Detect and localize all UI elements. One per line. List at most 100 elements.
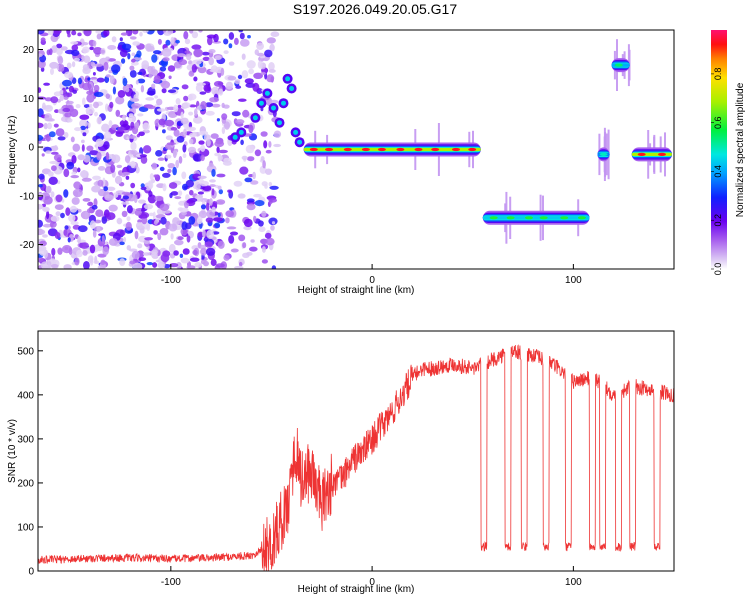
noise-blob [246, 198, 255, 203]
noise-blob [153, 220, 158, 226]
ridge-hotspot [489, 216, 498, 220]
noise-blob [134, 209, 142, 216]
noise-blob [205, 217, 214, 223]
noise-blob [61, 245, 72, 254]
noise-blob [64, 225, 69, 230]
noise-blob [234, 265, 244, 269]
noise-blob [142, 145, 152, 154]
noise-blob [108, 120, 113, 128]
noise-blob [101, 235, 105, 244]
noise-blob [254, 49, 259, 56]
noise-blob [130, 149, 138, 155]
noise-blob [89, 220, 96, 230]
noise-blob [205, 247, 216, 256]
noise-blob [175, 98, 181, 105]
noise-blob [248, 124, 254, 134]
noise-blob [177, 236, 184, 241]
noise-blob [227, 189, 233, 193]
noise-blob [64, 71, 73, 79]
noise-blob [199, 180, 209, 187]
y-tick-label: 100 [17, 522, 34, 533]
noise-blob [148, 72, 153, 79]
noise-blob [148, 180, 155, 184]
noise-blob [72, 188, 83, 198]
noise-blob [172, 149, 177, 159]
noise-blob [256, 42, 264, 50]
noise-blob [70, 221, 79, 226]
noise-blob [192, 153, 203, 162]
noise-blob [95, 30, 102, 34]
noise-blob [184, 38, 191, 45]
noise-blob [181, 221, 188, 231]
noise-blob [129, 248, 138, 252]
noise-blob [198, 194, 204, 199]
noise-blob [159, 228, 169, 236]
noise-blob [268, 62, 275, 71]
noise-blob [173, 104, 179, 113]
noise-blob [137, 71, 143, 75]
noise-blob [193, 76, 198, 82]
transition-blob-core [258, 100, 264, 106]
noise-blob [112, 86, 116, 95]
spectrogram-marks [38, 30, 672, 269]
noise-blob [235, 119, 245, 125]
noise-blob [233, 180, 243, 187]
noise-blob [263, 140, 268, 149]
noise-blob [72, 143, 81, 152]
noise-blob [258, 226, 266, 233]
noise-blob [265, 237, 275, 246]
noise-blob [137, 113, 144, 117]
noise-blob [107, 45, 117, 50]
noise-blob [165, 154, 172, 159]
noise-blob [218, 149, 228, 154]
noise-blob [71, 49, 80, 57]
noise-blob [200, 247, 207, 256]
noise-blob [268, 141, 272, 148]
noise-blob [158, 118, 166, 126]
noise-blob [45, 150, 52, 154]
noise-blob [202, 229, 206, 238]
noise-blob [68, 214, 76, 222]
noise-blob [239, 32, 245, 40]
noise-blob [63, 189, 69, 198]
noise-blob [93, 198, 98, 207]
noise-blob [174, 196, 182, 200]
noise-blob [227, 75, 237, 81]
noise-blob [38, 53, 43, 58]
noise-blob [203, 134, 211, 141]
noise-blob [247, 156, 255, 162]
noise-blob [70, 41, 79, 45]
transition-blob-core [271, 105, 276, 111]
noise-blob [49, 61, 59, 69]
noise-blob [188, 104, 197, 108]
noise-blob [221, 126, 226, 135]
noise-blob [102, 246, 109, 256]
noise-blob [168, 223, 178, 232]
noise-blob [105, 152, 110, 161]
noise-blob [119, 49, 128, 58]
noise-blob [216, 118, 220, 122]
noise-blob [142, 122, 150, 131]
y-tick-label: 500 [17, 346, 34, 357]
ridge-hotspot [468, 147, 477, 152]
transition-blob-core [293, 129, 299, 135]
noise-blob [137, 243, 143, 249]
noise-blob [159, 66, 167, 72]
noise-blob [146, 90, 156, 96]
noise-blob [157, 157, 165, 161]
noise-blob [241, 70, 249, 79]
noise-blob [189, 257, 200, 262]
noise-blob [268, 181, 273, 187]
noise-blob [82, 64, 89, 71]
ridge-hotspot [452, 147, 460, 152]
noise-blob [91, 185, 101, 193]
noise-blob [96, 151, 102, 161]
noise-blob [157, 262, 166, 269]
ridge-hotspot [309, 147, 318, 152]
noise-blob [242, 242, 247, 249]
noise-blob [50, 221, 54, 228]
noise-blob [89, 103, 93, 108]
noise-blob [208, 49, 216, 54]
noise-blob [89, 244, 96, 254]
noise-blob [168, 75, 172, 80]
